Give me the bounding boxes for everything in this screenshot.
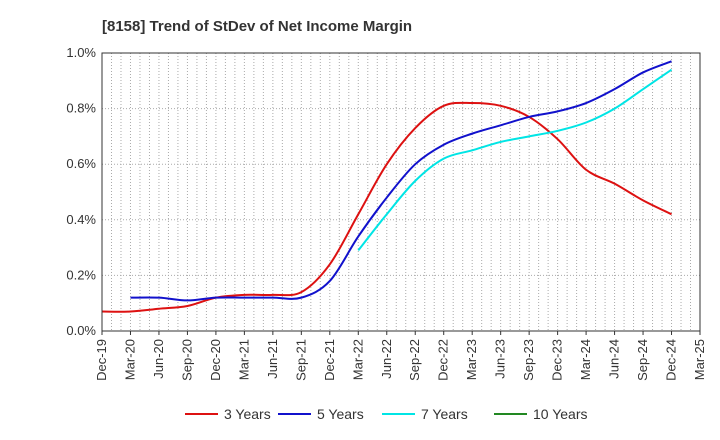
series-lines [101,60,673,313]
y-tick-label: 0.2% [66,267,96,282]
x-tick-label: Sep-22 [407,339,422,381]
x-tick-label: Dec-22 [436,339,451,381]
x-tick-label: Mar-21 [236,339,251,380]
legend-label-3-years: 3 Years [224,406,271,422]
x-tick-label: Mar-23 [464,339,479,380]
x-tick-label: Jun-23 [493,339,508,379]
x-tick-label: Sep-24 [635,339,650,381]
x-tick-label: Mar-22 [350,339,365,380]
y-tick-label: 1.0% [66,45,96,60]
series-line-5-years [130,60,672,302]
x-tick-label: Dec-24 [664,339,679,381]
y-axis-ticks: 0.0% 0.2% 0.4% 0.6% 0.8% 1.0% [66,45,96,338]
x-tick-label: Mar-25 [692,339,707,380]
legend: 3 Years 5 Years 7 Years 10 Years [185,406,588,422]
x-tick-label: Dec-21 [322,339,337,381]
series-line-3-years [101,101,672,313]
x-tick-label: Mar-20 [122,339,137,380]
x-tick-label: Dec-23 [550,339,565,381]
x-tick-label: Jun-24 [607,339,622,379]
y-tick-label: 0.4% [66,212,96,227]
x-axis-ticks: Dec-19 Mar-20 Jun-20 Sep-20 Dec-20 Mar-21 Jun-… [94,331,707,381]
plot-frame [101,52,701,332]
y-tick-label: 0.6% [66,156,96,171]
legend-label-5-years: 5 Years [317,406,364,422]
x-tick-label: Jun-21 [265,339,280,379]
x-tick-label: Sep-21 [293,339,308,381]
series-line-7-years [357,68,673,251]
x-tick-label: Jun-22 [379,339,394,379]
x-tick-label: Mar-24 [578,339,593,380]
chart-title: [8158] Trend of StDev of Net Income Marg… [102,18,412,35]
legend-label-10-years: 10 Years [533,406,588,422]
y-tick-label: 0.0% [66,323,96,338]
x-tick-label: Dec-19 [94,339,109,381]
x-tick-label: Dec-20 [208,339,223,381]
x-tick-label: Sep-20 [179,339,194,381]
y-tick-label: 0.8% [66,101,96,116]
x-tick-label: Sep-23 [521,339,536,381]
grid [102,53,700,331]
legend-label-7-years: 7 Years [421,406,468,422]
x-tick-label: Jun-20 [151,339,166,379]
